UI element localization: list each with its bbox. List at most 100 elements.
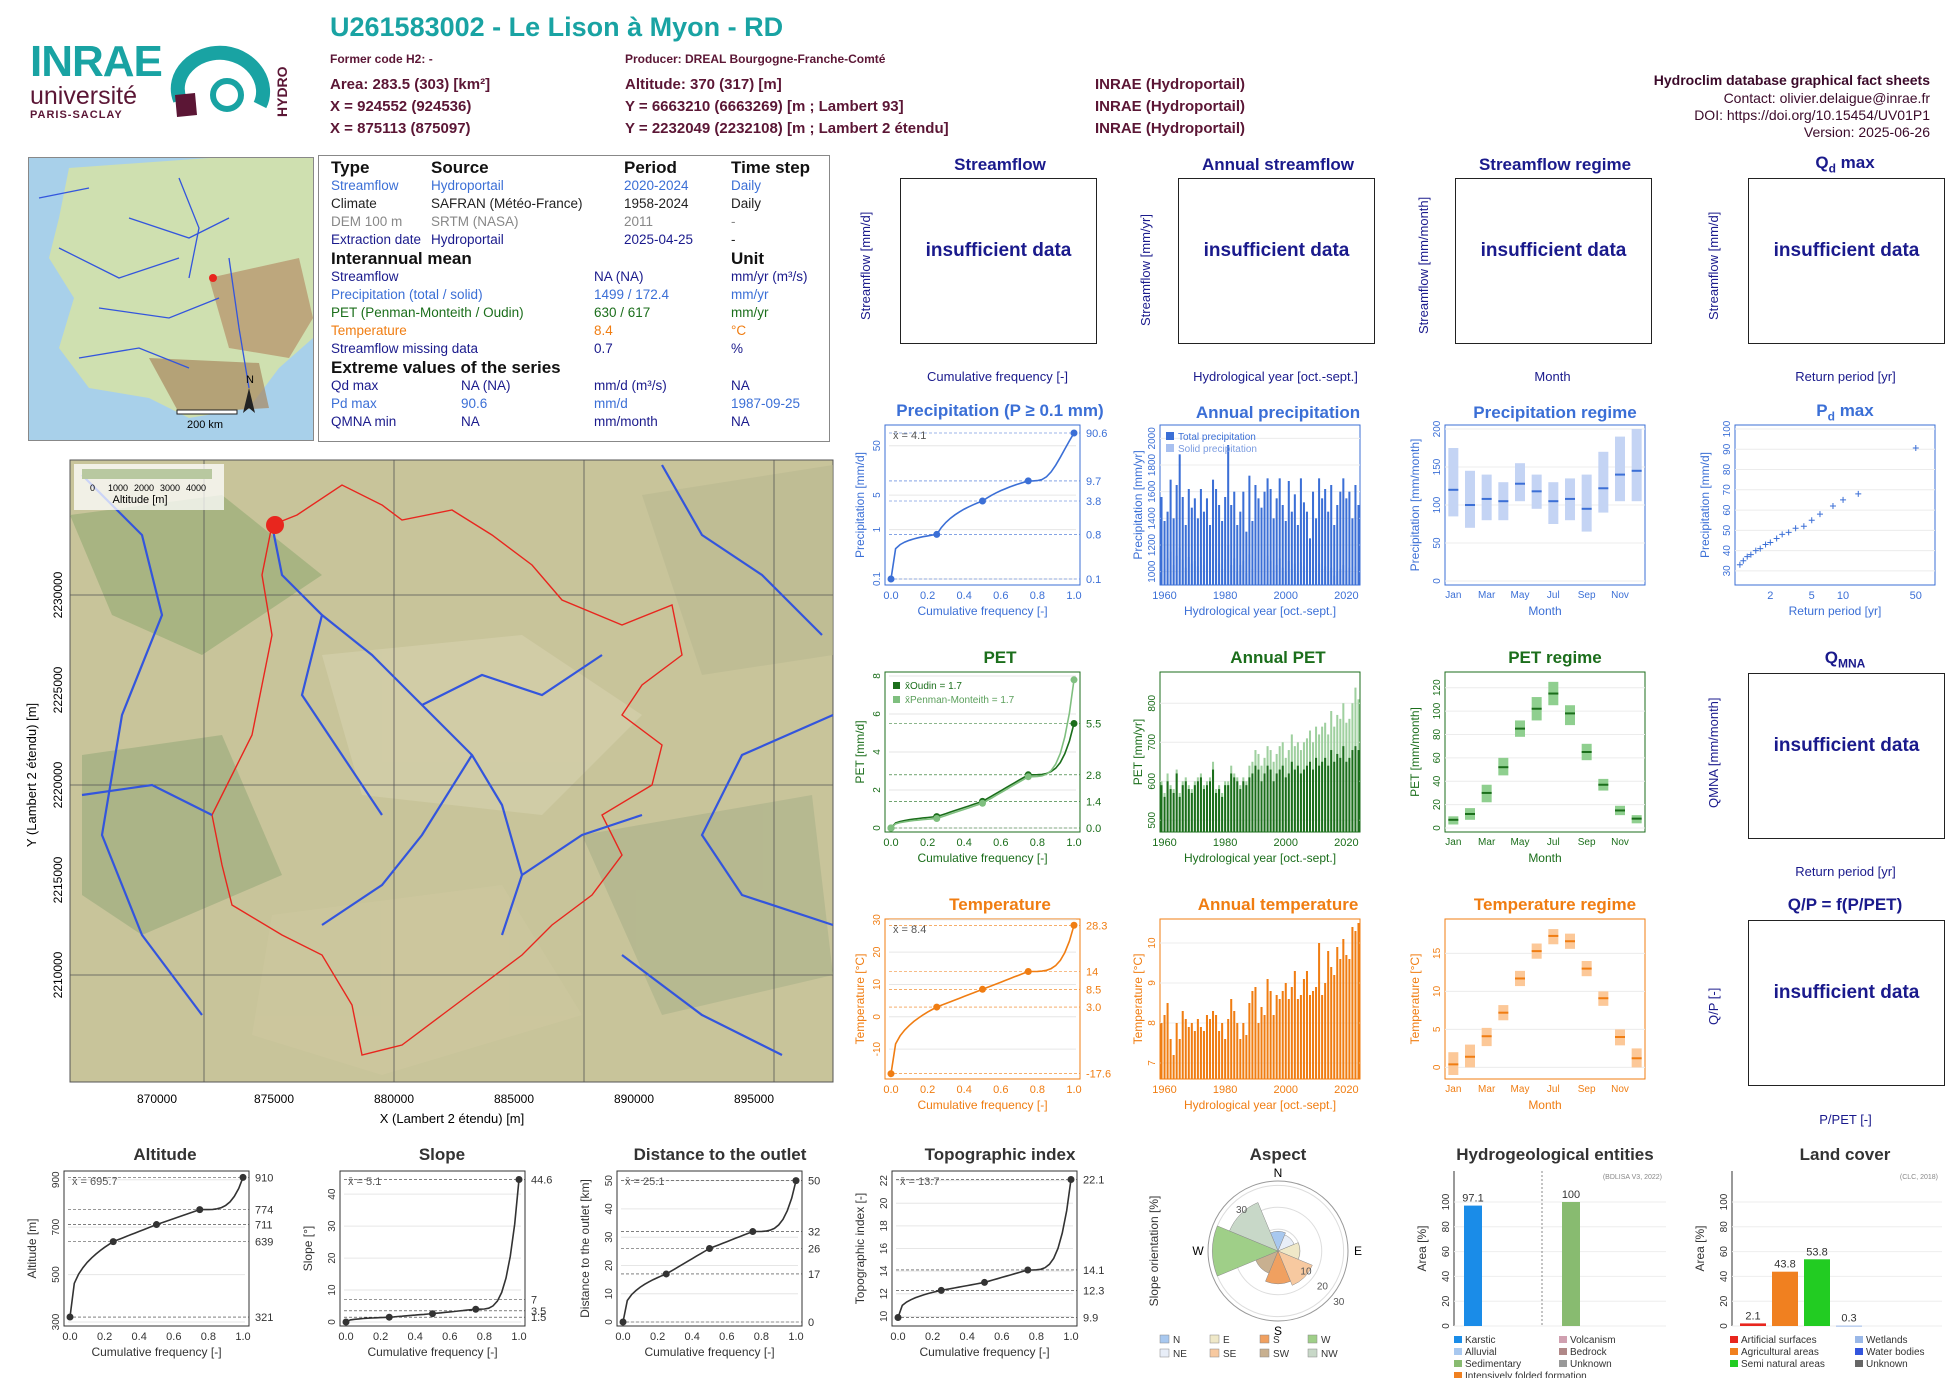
annual-bar — [1330, 485, 1333, 585]
qp-xlabel: P/PET [-] — [1819, 1112, 1872, 1127]
legend-oudin: x̄Oudin = 1.7 — [905, 681, 962, 692]
right-tick-label: 3.8 — [1086, 496, 1101, 508]
legend-label: NW — [1321, 1349, 1338, 1360]
annual-bar — [1199, 1027, 1202, 1079]
qd-max-xlabel: Return period [yr] — [1795, 369, 1896, 384]
annual-bar — [1251, 991, 1254, 1079]
x-tick-label: 0.2 — [97, 1331, 112, 1343]
x-tick-label: 0.8 — [754, 1331, 769, 1343]
info-table: Type Source Period Time step Streamflow … — [318, 155, 830, 442]
plot-frame — [1734, 424, 1936, 586]
y-axis-label: Area [%] — [1693, 1225, 1707, 1271]
source-1: INRAE (Hydroportail) — [1095, 76, 1245, 93]
landcover-bar-2 — [1804, 1259, 1830, 1326]
y-tick-label: 22 — [879, 1175, 890, 1187]
streamflow-title: Streamflow — [954, 155, 1046, 174]
x-tick-label: 1.0 — [235, 1331, 250, 1343]
table-cell: mm/d — [594, 396, 628, 411]
x-tick-label: 2020 — [1334, 837, 1358, 849]
y-tick-label: 100 — [1432, 496, 1443, 513]
quantile-point — [1024, 773, 1032, 781]
y-axis-label: Precipitation [mm/d] — [853, 452, 867, 558]
x-tick-label: 0.4 — [685, 1331, 700, 1343]
qmna-ylabel: QMNA [mm/month] — [1706, 697, 1721, 808]
regime-box — [1481, 474, 1492, 521]
x-tick-label: 0.8 — [1030, 837, 1045, 849]
annual-bar — [1348, 757, 1351, 832]
legend-label: Wetlands — [1866, 1335, 1908, 1346]
streamflow-regime-title: Streamflow regime — [1478, 155, 1632, 174]
streamflow-insufficient: insufficient data — [925, 240, 1072, 261]
month-tick-label: May — [1511, 837, 1530, 848]
annual-bar — [1342, 939, 1345, 1079]
right-tick-label: 3.0 — [1086, 1002, 1101, 1014]
qd-max-title-suffix: max — [1835, 153, 1875, 172]
quantile-point — [981, 1278, 988, 1286]
x-axis-label: Month — [1528, 604, 1561, 618]
annual-bar — [1224, 497, 1227, 585]
annual-streamflow-panel: insufficient data — [1178, 178, 1375, 344]
y-tick-label: 40 — [327, 1188, 338, 1200]
legend-label: Alluvial — [1465, 1347, 1497, 1358]
legend-swatch — [1159, 1348, 1170, 1358]
annual-bar — [1242, 1023, 1245, 1079]
landcover-value-label: 0.3 — [1841, 1313, 1856, 1325]
y-tick-label: 1400 — [1147, 507, 1158, 530]
annual-bar — [1302, 979, 1305, 1079]
regime-box — [1448, 448, 1459, 517]
annual-bar — [1208, 781, 1212, 832]
doi-link[interactable]: DOI: https://doi.org/10.15454/UV01P1 — [1694, 107, 1930, 123]
map-y-tick: 2210000 — [51, 951, 65, 998]
qmna-xlabel: Return period [yr] — [1795, 864, 1896, 879]
month-tick-label: Mar — [1478, 1084, 1496, 1095]
right-tick-label: 22.1 — [1083, 1175, 1104, 1187]
x-axis-label: Hydrological year [oct.-sept.] — [1184, 1098, 1336, 1112]
landcover-value-label: 53.8 — [1806, 1246, 1827, 1258]
source-label: (CLC, 2018) — [1900, 1174, 1938, 1181]
annual-temp-title: Annual temperature — [1197, 895, 1359, 914]
extreme-point — [1747, 551, 1754, 558]
slope-chart: 0.0 0.2 0.4 0.6 0.8 1.0 0 10 20 30 40 44.6 73.51.5 x̄… — [301, 1170, 552, 1359]
mean-label: x̄ = 695.7 — [72, 1176, 118, 1188]
annual-bar — [1260, 1007, 1263, 1079]
annual-bar — [1178, 796, 1181, 832]
x-tick-label: 1960 — [1152, 1084, 1176, 1096]
annual-bar — [1257, 1023, 1260, 1079]
x-tick-label: 2000 — [1274, 1084, 1298, 1096]
y-tick-label: 8 — [872, 673, 883, 679]
y-tick-label: 700 — [51, 1218, 62, 1235]
annual-bar — [1327, 511, 1330, 585]
y-tick-label: 40 — [1432, 775, 1443, 787]
annual-bar — [1251, 773, 1254, 832]
legend-swatch — [1209, 1348, 1220, 1358]
right-tick-label: 32 — [808, 1227, 820, 1239]
quantile-point — [1067, 1176, 1075, 1184]
right-tick-label: 321 — [255, 1312, 273, 1324]
annual-bar — [1187, 789, 1190, 832]
y-axis-label: PET [mm/d] — [853, 720, 867, 783]
legend-swatch — [1730, 1360, 1738, 1367]
y-tick-label: 150 — [1432, 458, 1443, 475]
y-tick-label: 60 — [1722, 504, 1733, 516]
precip-regime-chart: 0 50 100 150 200 Jan Mar May Jul Sep Nov Precipitat… — [1408, 420, 1646, 618]
pet-title: PET — [983, 648, 1017, 667]
hydrogeo-chart: 0 20 40 60 80 100 97.1 100 (BDLISA V3, 2022) Area… — [1415, 1171, 1666, 1378]
annual-bar — [1333, 761, 1336, 832]
quantile-point — [153, 1221, 160, 1229]
annual-bar — [1205, 1015, 1208, 1079]
annual-bar — [1339, 959, 1342, 1079]
y-tick-label: 0 — [604, 1319, 615, 1325]
precip-regime-title: Precipitation regime — [1473, 403, 1637, 422]
table-header-timestep: Time step — [731, 158, 811, 177]
annual-bar — [1266, 478, 1269, 585]
annual-bar — [1196, 518, 1199, 585]
y-tick-label: -10 — [872, 1041, 883, 1056]
legend-swatch — [1259, 1334, 1270, 1344]
streamflow-regime-panel: insufficient data — [1455, 178, 1652, 344]
y-tick-label: 30 — [1722, 565, 1733, 577]
extreme-point — [1808, 517, 1815, 524]
x-axis-label: Cumulative frequency [-] — [91, 1345, 221, 1359]
annual-bar — [1242, 781, 1245, 832]
month-tick-label: Jan — [1445, 837, 1461, 848]
altitude-legend-tick: 1000 — [108, 483, 128, 493]
